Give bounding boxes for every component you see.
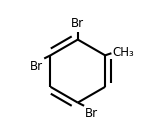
Text: CH₃: CH₃ [113, 46, 134, 59]
Text: Br: Br [30, 59, 43, 73]
Text: Br: Br [85, 107, 98, 120]
Text: Br: Br [71, 17, 84, 30]
